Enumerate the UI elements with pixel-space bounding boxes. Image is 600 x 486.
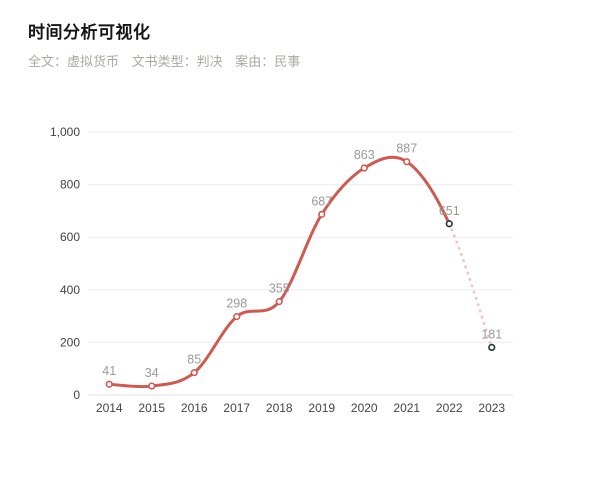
data-point-label: 887 [396, 142, 417, 156]
data-point-marker[interactable] [275, 298, 283, 306]
x-tick-label: 2023 [478, 401, 505, 415]
x-tick-label: 2016 [181, 401, 208, 415]
data-point-marker[interactable] [190, 369, 198, 377]
y-tick-label: 200 [60, 335, 80, 349]
data-point-label: 651 [439, 204, 460, 218]
y-tick-label: 400 [60, 283, 80, 297]
x-tick-label: 2014 [96, 401, 123, 415]
filter-doc-type: 文书类型：判决 [131, 54, 223, 69]
y-tick-label: 800 [60, 178, 80, 192]
data-point-label: 687 [311, 194, 332, 208]
data-point-marker[interactable] [318, 210, 326, 218]
x-tick-label: 2015 [138, 401, 165, 415]
x-tick-label: 2020 [351, 401, 378, 415]
data-point-label: 41 [102, 364, 116, 378]
data-point-label: 34 [145, 366, 159, 380]
y-tick-label: 0 [73, 388, 80, 402]
data-point-label: 298 [226, 297, 247, 311]
data-point-marker[interactable] [233, 313, 241, 321]
forecast-dotted-line [447, 222, 494, 349]
y-tick-label: 600 [60, 230, 80, 244]
data-point-marker[interactable] [148, 382, 156, 390]
data-point-marker[interactable] [488, 343, 496, 351]
data-point-marker[interactable] [403, 158, 411, 166]
data-point-label: 355 [269, 282, 290, 296]
y-tick-label: 1,000 [50, 125, 80, 139]
filter-fulltext: 全文：虚拟货币 [28, 54, 120, 69]
trend-line [107, 155, 451, 389]
x-tick-label: 2022 [436, 401, 463, 415]
filter-cause: 案由：民事 [235, 54, 301, 69]
x-tick-label: 2017 [223, 401, 250, 415]
data-point-marker[interactable] [105, 380, 113, 388]
data-point-label: 181 [481, 327, 502, 341]
page-title: 时间分析可视化 [28, 23, 151, 42]
data-point-marker[interactable] [360, 164, 368, 172]
data-point-marker[interactable] [445, 220, 453, 228]
data-point-label: 863 [354, 148, 375, 162]
filter-summary: 全文：虚拟货币 文书类型：判决 案由：民事 [28, 55, 309, 69]
x-tick-label: 2018 [266, 401, 293, 415]
x-tick-label: 2021 [393, 401, 420, 415]
data-point-label: 85 [187, 353, 201, 367]
x-tick-label: 2019 [308, 401, 335, 415]
